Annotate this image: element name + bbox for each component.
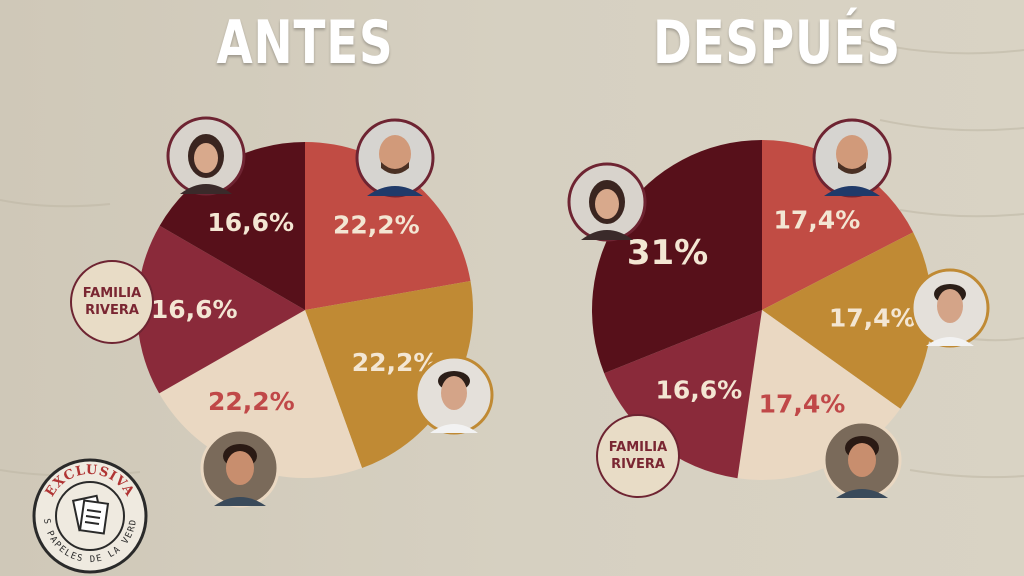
slice-label-francisco-rivera: 17,4% <box>759 389 846 418</box>
slice-label-familia-rivera: 16,6% <box>656 376 743 405</box>
slice-label-kiko-rivera: 17,4% <box>774 206 861 235</box>
familia-rivera-badge-left: FAMILIA RIVERA <box>70 260 154 344</box>
pie-slice-kiko-rivera <box>762 140 914 310</box>
avatar-isabel-pantoja-right <box>567 162 647 242</box>
slice-label-cayetano-rivera: 17,4% <box>829 303 916 332</box>
pie-slice-cayetano-rivera <box>762 232 932 409</box>
pie-slice-familia-rivera <box>604 310 762 479</box>
familia-rivera-badge-label: FAMILIA RIVERA <box>82 286 142 318</box>
slice-label-isabel-pantoja: 16,6% <box>207 208 294 237</box>
slice-label-isabel-pantoja: 31% <box>627 233 708 273</box>
avatar-isabel-pantoja-left <box>166 116 246 196</box>
avatar-kiko-rivera-left <box>355 118 435 198</box>
document-icon <box>71 494 110 535</box>
familia-rivera-badge-right: FAMILIA RIVERA <box>596 414 680 498</box>
pie-slice-familia-rivera <box>137 225 305 394</box>
avatar-kiko-rivera-right <box>812 118 892 198</box>
chart-title-despues: DESPUÉS <box>653 8 901 78</box>
avatar-francisco-rivera-left <box>200 428 280 508</box>
avatar-cayetano-rivera-left <box>414 355 494 435</box>
slice-label-familia-rivera: 16,6% <box>151 295 238 324</box>
pie-slice-cayetano-rivera <box>305 281 473 469</box>
chart-title-antes: ANTES <box>216 8 394 78</box>
exclusiva-stamp: EXCLUSIVA LOS PAPELES DE LA VERDAD <box>30 456 148 574</box>
avatar-francisco-rivera-right <box>822 420 902 500</box>
familia-rivera-badge-label: FAMILIA RIVERA <box>608 440 668 472</box>
pie-slice-francisco-rivera <box>159 310 363 479</box>
pie-slice-kiko-rivera <box>305 142 471 310</box>
avatar-cayetano-rivera-right <box>910 268 990 348</box>
slice-label-francisco-rivera: 22,2% <box>208 387 295 416</box>
slice-label-kiko-rivera: 22,2% <box>333 211 420 240</box>
